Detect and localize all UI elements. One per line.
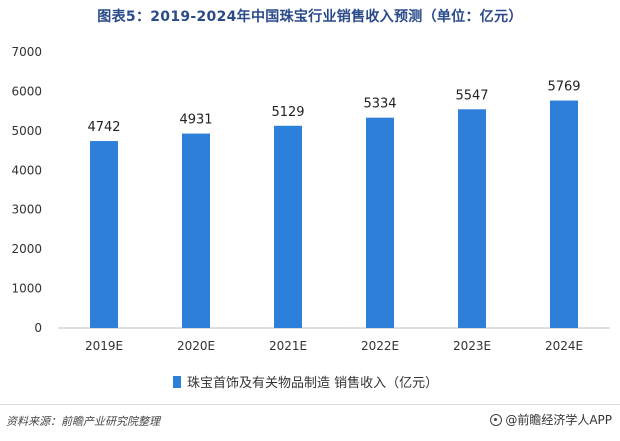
data-label: 5547 xyxy=(455,88,488,103)
data-label: 4742 xyxy=(87,120,120,135)
x-tick-label: 2024E xyxy=(545,339,583,353)
data-label: 5769 xyxy=(547,80,580,95)
legend-swatch xyxy=(173,376,181,388)
data-label: 5334 xyxy=(363,97,396,112)
data-label: 4931 xyxy=(179,113,212,128)
bar xyxy=(458,109,486,329)
bar xyxy=(550,100,578,329)
footer-divider xyxy=(0,404,620,405)
y-tick-label: 5000 xyxy=(11,124,42,138)
x-tick-label: 2021E xyxy=(269,339,307,353)
y-tick-label: 1000 xyxy=(11,282,42,296)
brand-credit: @前瞻经济学人APP xyxy=(490,411,612,428)
y-tick-label: 7000 xyxy=(11,45,42,59)
brand-credit-text: @前瞻经济学人APP xyxy=(505,413,612,427)
y-tick-label: 4000 xyxy=(11,163,42,177)
x-tick-label: 2023E xyxy=(453,339,491,353)
y-tick-label: 0 xyxy=(34,321,42,335)
x-tick-label: 2022E xyxy=(361,339,399,353)
y-tick-label: 6000 xyxy=(11,84,42,98)
chart-title: 图表5：2019-2024年中国珠宝行业销售收入预测（单位：亿元） xyxy=(97,9,523,25)
data-label: 5129 xyxy=(271,105,304,120)
x-tick-label: 2019E xyxy=(85,339,123,353)
source-note: 资料来源：前瞻产业研究院整理 xyxy=(6,415,160,428)
bar xyxy=(182,133,210,328)
y-tick-label: 2000 xyxy=(11,242,42,256)
legend-label: 珠宝首饰及有关物品制造 销售收入（亿元） xyxy=(187,375,438,391)
y-tick-label: 3000 xyxy=(11,203,42,217)
bar xyxy=(274,125,302,328)
brand-logo-icon xyxy=(490,413,503,426)
x-tick-label: 2020E xyxy=(177,339,215,353)
bar xyxy=(366,117,394,328)
bar xyxy=(90,141,118,328)
